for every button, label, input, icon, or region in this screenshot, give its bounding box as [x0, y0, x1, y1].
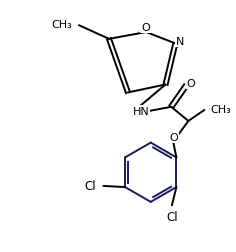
- Text: O: O: [141, 23, 150, 33]
- Text: N: N: [176, 37, 185, 46]
- Text: Cl: Cl: [84, 180, 96, 193]
- Text: O: O: [187, 79, 195, 88]
- Text: CH₃: CH₃: [51, 20, 72, 30]
- Text: CH₃: CH₃: [210, 105, 231, 115]
- Text: Cl: Cl: [166, 210, 178, 223]
- Text: HN: HN: [133, 107, 149, 117]
- Text: O: O: [170, 133, 179, 143]
